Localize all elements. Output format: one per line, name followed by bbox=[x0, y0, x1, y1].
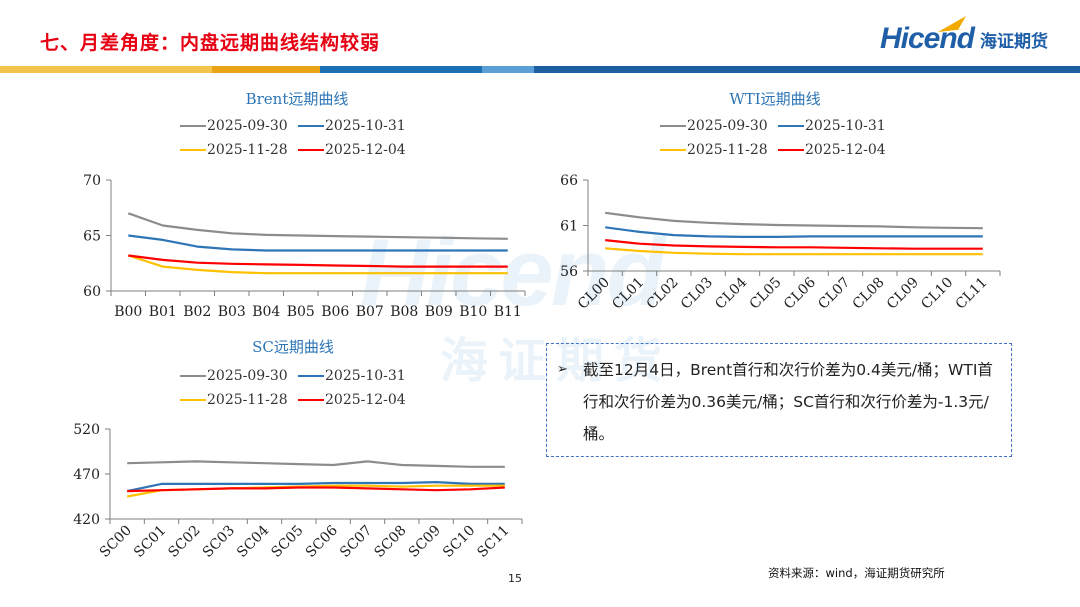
data-source: 资料来源：wind，海证期货研究所 bbox=[768, 566, 945, 580]
legend-label: 2025-09-30 bbox=[207, 368, 288, 384]
x-tick-label: SC09 bbox=[406, 523, 444, 561]
header-band-3 bbox=[320, 66, 482, 73]
y-tick-label: 470 bbox=[73, 467, 100, 483]
y-tick-label: 70 bbox=[83, 173, 101, 189]
header-band-1 bbox=[0, 66, 212, 73]
x-tick-label: CL05 bbox=[747, 275, 785, 313]
x-tick-label: B01 bbox=[149, 304, 177, 320]
x-tick-label: SC11 bbox=[474, 523, 512, 561]
x-tick-label: B04 bbox=[252, 304, 280, 320]
y-tick-label: 66 bbox=[560, 173, 578, 189]
series-line-2025-12-04 bbox=[127, 486, 505, 493]
page-title: 七、月差角度：内盘远期曲线结构较弱 bbox=[40, 32, 381, 54]
x-tick-label: SC06 bbox=[303, 522, 341, 560]
series-line-2025-12-04 bbox=[605, 239, 983, 250]
x-tick-label: B02 bbox=[183, 304, 211, 320]
x-tick-label: SC01 bbox=[131, 523, 169, 561]
x-tick-label: SC08 bbox=[371, 523, 409, 561]
page-number: 15 bbox=[508, 572, 522, 585]
legend-label: 2025-12-04 bbox=[805, 142, 886, 158]
header-band-5 bbox=[534, 66, 1080, 73]
series-line-2025-09-30 bbox=[127, 460, 505, 468]
x-tick-label: B03 bbox=[218, 304, 246, 320]
y-tick-label: 60 bbox=[83, 284, 101, 300]
x-tick-label: B11 bbox=[494, 304, 522, 320]
logo-flag-icon bbox=[937, 16, 974, 32]
x-tick-label: B06 bbox=[321, 304, 349, 320]
legend-label: 2025-09-30 bbox=[207, 118, 288, 134]
header-band-4 bbox=[482, 66, 534, 73]
x-tick-label: B10 bbox=[459, 304, 487, 320]
series-line-2025-10-31 bbox=[126, 481, 505, 493]
series-line-2025-09-30 bbox=[127, 212, 508, 240]
legend-label: 2025-10-31 bbox=[325, 118, 406, 134]
header-band-2 bbox=[212, 66, 320, 73]
x-tick-label: SC03 bbox=[200, 523, 238, 561]
x-tick-label: B08 bbox=[390, 304, 418, 320]
x-tick-label: CL02 bbox=[644, 275, 682, 313]
x-tick-label: B00 bbox=[114, 304, 142, 320]
series-line-2025-10-31 bbox=[605, 226, 983, 238]
x-tick-label: SC02 bbox=[165, 523, 203, 561]
legend-label: 2025-12-04 bbox=[325, 392, 406, 408]
x-tick-label: CL07 bbox=[815, 275, 853, 313]
y-tick-label: 56 bbox=[560, 264, 578, 280]
brand-logo: Hicend 海证期货 bbox=[880, 16, 1048, 56]
series-line-2025-09-30 bbox=[605, 211, 983, 230]
summary-text: 截至12月4日，Brent首行和次行价差为0.4美元/桶；WTI首行和次行价差为… bbox=[583, 361, 993, 443]
series-line-2025-11-28 bbox=[127, 254, 508, 275]
x-tick-label: SC10 bbox=[440, 523, 478, 561]
x-tick-label: CL03 bbox=[678, 275, 716, 313]
x-tick-label: CL00 bbox=[575, 275, 613, 313]
x-tick-label: B09 bbox=[425, 304, 453, 320]
legend-label: 2025-11-28 bbox=[207, 142, 288, 158]
x-tick-label: CL04 bbox=[712, 274, 750, 312]
legend-label: 2025-10-31 bbox=[805, 118, 886, 134]
legend-label: 2025-11-28 bbox=[687, 142, 768, 158]
chart-title: SC远期曲线 bbox=[252, 338, 334, 356]
legend-label: 2025-10-31 bbox=[325, 368, 406, 384]
y-tick-label: 65 bbox=[83, 229, 101, 245]
series-line-2025-11-28 bbox=[605, 247, 983, 256]
legend-label: 2025-09-30 bbox=[687, 118, 768, 134]
x-tick-label: SC00 bbox=[97, 523, 135, 561]
y-tick-label: 420 bbox=[73, 512, 100, 528]
x-tick-label: CL08 bbox=[850, 275, 888, 313]
x-tick-label: SC04 bbox=[234, 522, 272, 560]
x-tick-label: SC05 bbox=[268, 523, 306, 561]
x-tick-label: CL06 bbox=[781, 274, 819, 312]
x-tick-label: SC07 bbox=[337, 523, 375, 561]
x-tick-label: B05 bbox=[287, 304, 315, 320]
chart-title: Brent远期曲线 bbox=[246, 90, 349, 108]
y-tick-label: 520 bbox=[73, 422, 100, 438]
y-tick-label: 61 bbox=[560, 219, 578, 235]
x-tick-label: CL11 bbox=[953, 275, 991, 313]
bullet-arrow-icon: ➢ bbox=[557, 362, 568, 377]
series-line-2025-12-04 bbox=[128, 254, 508, 268]
x-tick-label: B07 bbox=[356, 304, 384, 320]
x-tick-label: CL10 bbox=[918, 275, 956, 313]
x-tick-label: CL09 bbox=[884, 275, 922, 313]
wti-chart: WTI远期曲线 2025-09-30 2025-10-31 2025-11-28 202… bbox=[560, 90, 1001, 313]
logo-chinese: 海证期货 bbox=[980, 31, 1048, 52]
sc-chart: SC远期曲线 2025-09-30 2025-10-31 2025-11-28 2025… bbox=[73, 338, 523, 561]
legend-label: 2025-12-04 bbox=[325, 142, 406, 158]
series-line-2025-10-31 bbox=[128, 234, 508, 252]
summary-note: ➢ 截至12月4日，Brent首行和次行价差为0.4美元/桶；WTI首行和次行价… bbox=[546, 343, 1012, 457]
x-tick-label: CL01 bbox=[609, 275, 647, 313]
chart-title: WTI远期曲线 bbox=[729, 90, 820, 108]
legend-label: 2025-11-28 bbox=[207, 392, 288, 408]
brent-chart: Brent远期曲线 2025-09-30 2025-10-31 2025-11-28 2… bbox=[83, 90, 526, 320]
